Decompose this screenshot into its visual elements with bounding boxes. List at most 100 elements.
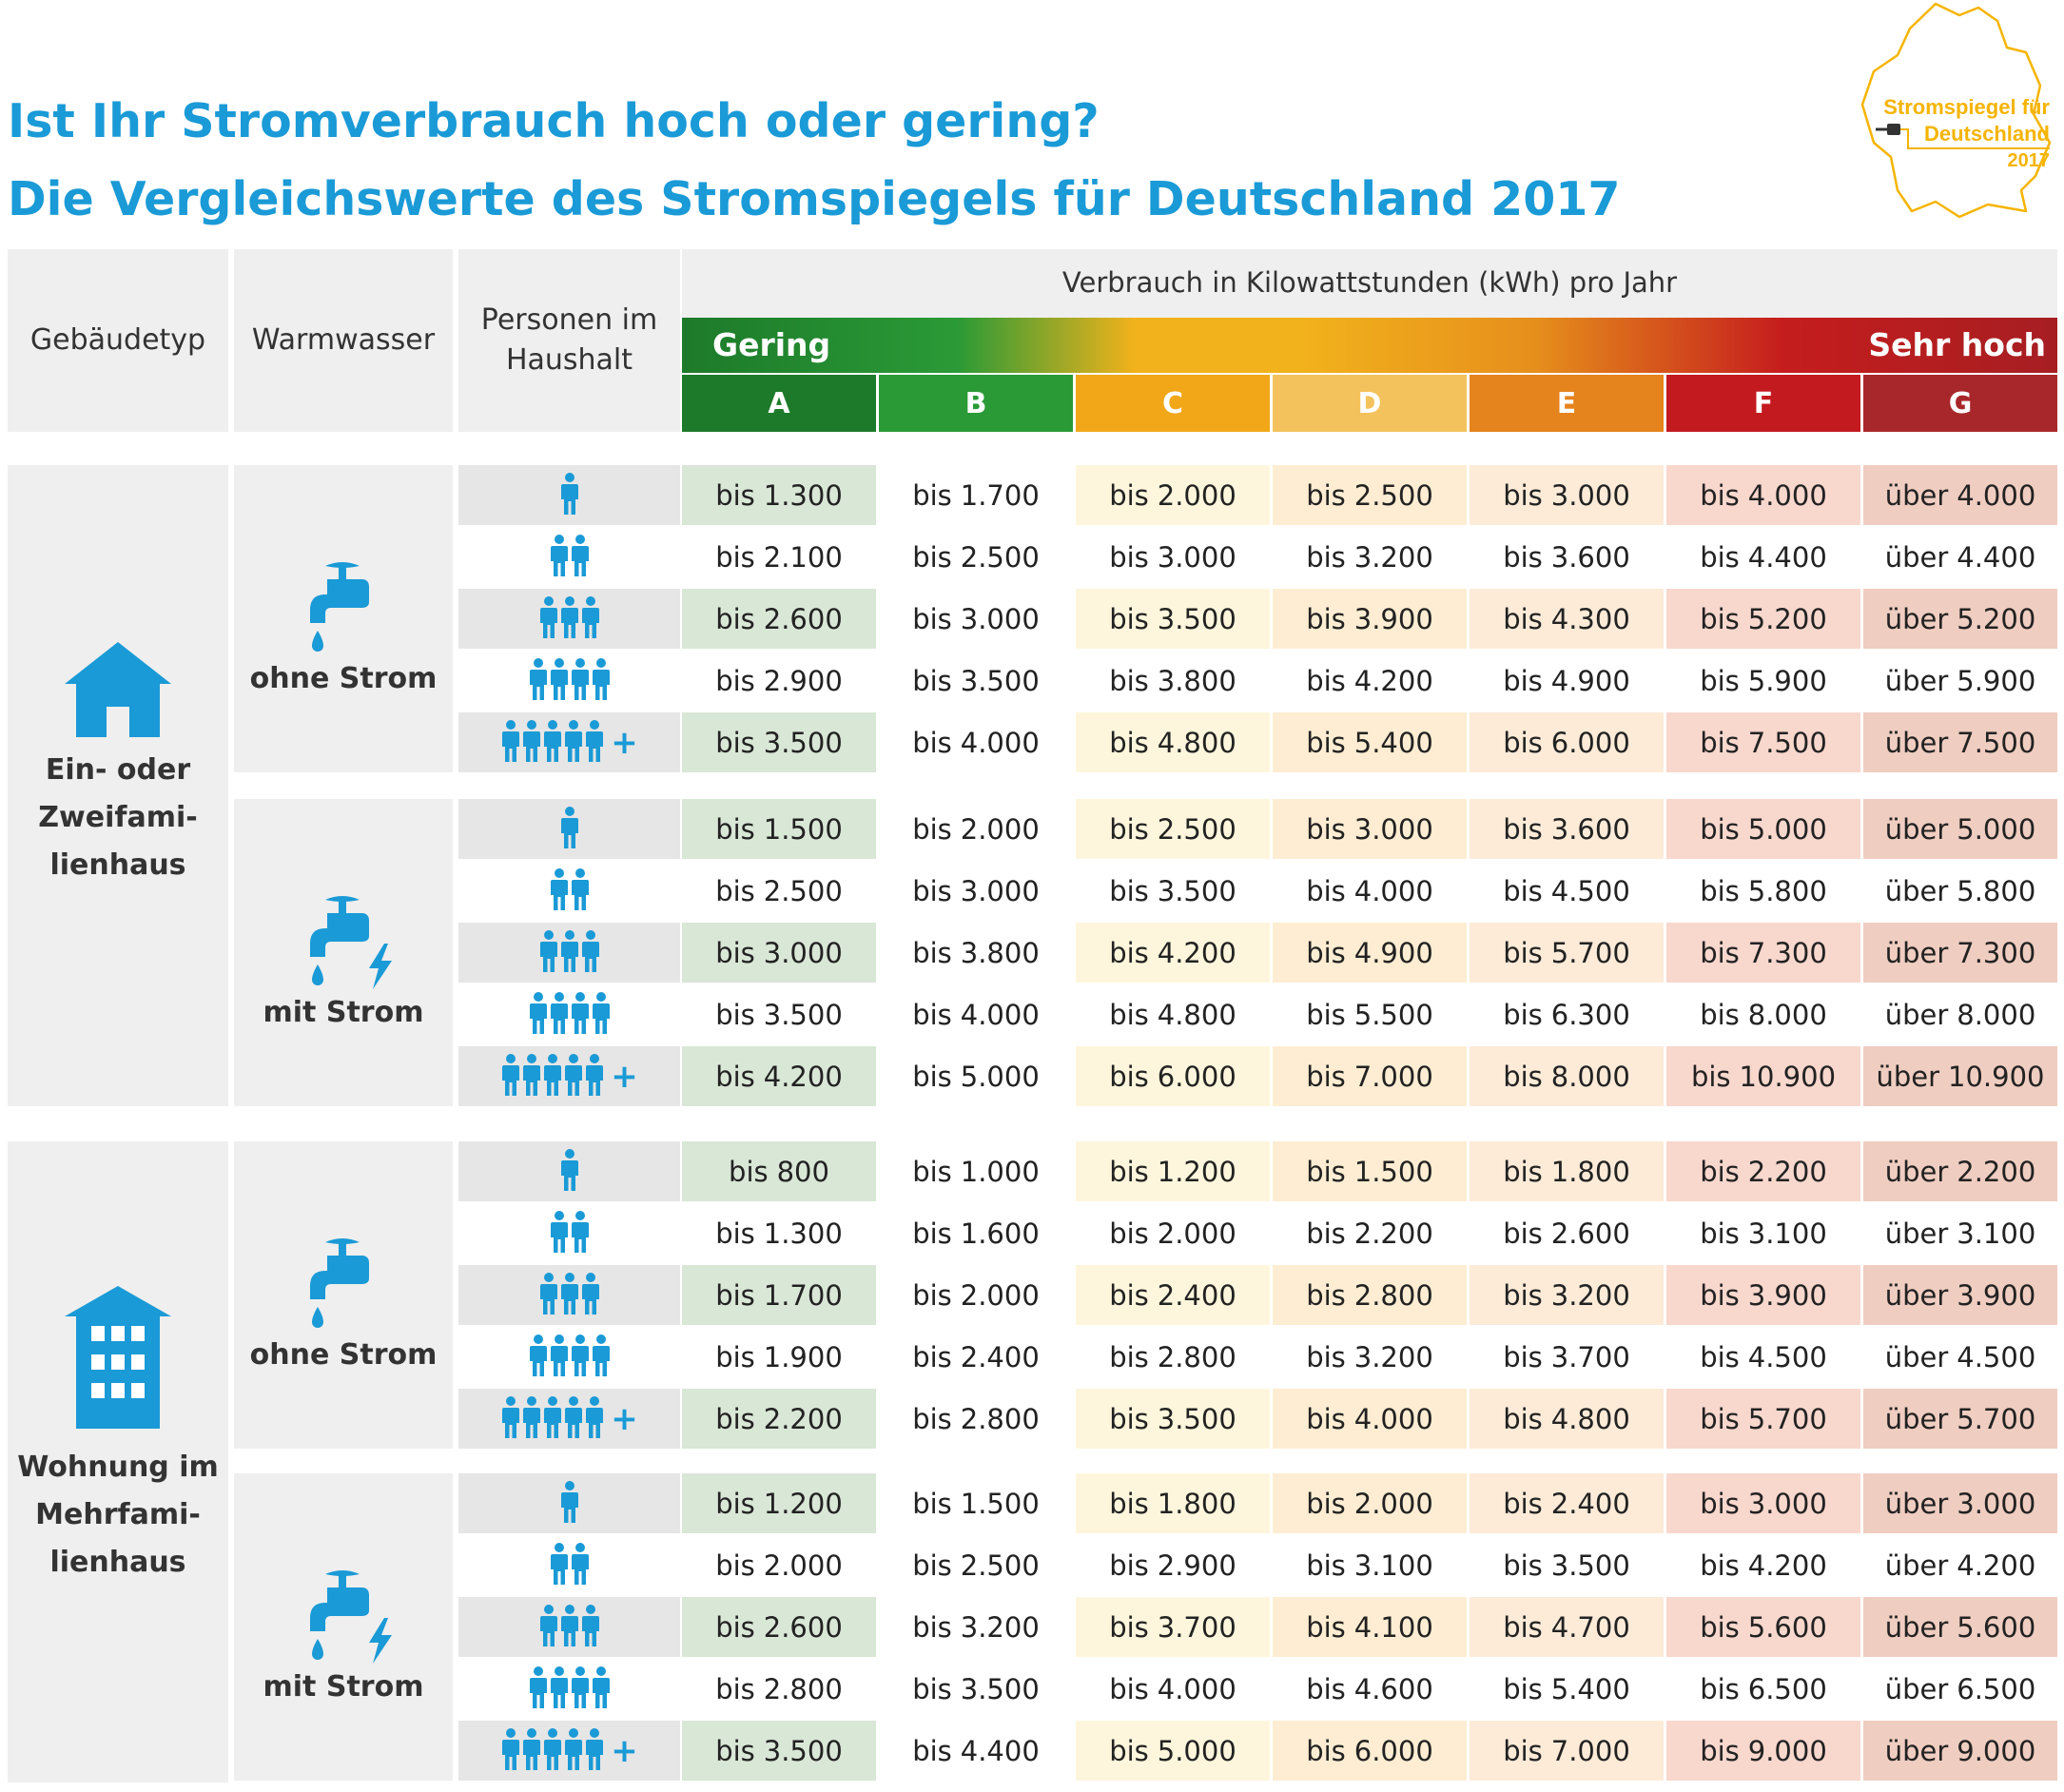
table-row: + bis 2.200 bis 2.800 bis 3.500 bis 4.000 bis 4.80… — [458, 1389, 2057, 1449]
value-cell-d: bis 3.900 — [1273, 589, 1467, 649]
table-row: bis 2.900 bis 3.500 bis 3.800 bis 4.200 bis 4.900… — [458, 651, 2057, 711]
person-icon — [523, 719, 541, 762]
value-cell-d: bis 3.100 — [1273, 1535, 1467, 1595]
person-icon — [550, 1665, 568, 1708]
value-cell-a: bis 2.500 — [682, 861, 876, 921]
plus-sign: + — [611, 723, 638, 762]
table-row: bis 3.500 bis 4.000 bis 4.800 bis 5.500 bis 6.300… — [458, 984, 2057, 1044]
page-title: Ist Ihr Stromverbrauch hoch oder gering? — [8, 94, 1100, 148]
germany-outline-icon — [1860, 2, 2052, 219]
header-persons-box — [458, 249, 680, 432]
person-icon — [571, 991, 589, 1034]
value-cell-a: bis 2.100 — [682, 527, 876, 587]
value-cell-b: bis 4.000 — [879, 984, 1073, 1044]
value-cell-b: bis 4.400 — [879, 1721, 1073, 1781]
value-cell-g: über 6.500 — [1863, 1659, 2057, 1719]
value-cell-d: bis 2.500 — [1273, 465, 1467, 525]
person-icon — [586, 1727, 604, 1770]
value-cell-f: bis 5.800 — [1666, 861, 1860, 921]
value-cell-f: bis 5.700 — [1666, 1389, 1860, 1449]
value-cell-a: bis 2.200 — [682, 1389, 876, 1449]
value-cell-a: bis 2.800 — [682, 1659, 876, 1719]
hot-water-block — [234, 1141, 453, 1449]
value-cell-a: bis 800 — [682, 1141, 876, 1201]
value-cell-g: über 10.900 — [1863, 1046, 2057, 1106]
value-cell-d: bis 3.200 — [1273, 1327, 1467, 1387]
value-cell-g: über 9.000 — [1863, 1721, 2057, 1781]
person-icon — [523, 1053, 541, 1096]
building-type-label: Ein- oder Zweifami-lienhaus — [38, 753, 198, 882]
value-cell-e: bis 2.400 — [1470, 1473, 1664, 1533]
value-cell-e: bis 3.600 — [1470, 799, 1664, 859]
class-header-a: A — [682, 375, 876, 432]
persons-cell — [458, 1327, 680, 1387]
value-cell-e: bis 4.900 — [1470, 651, 1664, 711]
class-header-c: C — [1076, 375, 1270, 432]
value-cell-d: bis 4.900 — [1273, 923, 1467, 983]
person-icon — [560, 806, 578, 848]
value-cell-c: bis 3.000 — [1076, 527, 1270, 587]
person-icon — [550, 534, 568, 576]
person-icon — [586, 1053, 604, 1096]
value-cell-c: bis 3.500 — [1076, 861, 1270, 921]
value-cell-f: bis 5.600 — [1666, 1597, 1860, 1657]
person-icon — [565, 1727, 583, 1770]
hot-water-label: ohne Strom — [249, 662, 438, 695]
value-cell-g: über 7.300 — [1863, 923, 2057, 983]
table-row: bis 3.000 bis 3.800 bis 4.200 bis 4.900 bis 5.700… — [458, 923, 2057, 983]
value-cell-f: bis 3.100 — [1666, 1203, 1860, 1263]
table-row: bis 1.300 bis 1.700 bis 2.000 bis 2.500 bis 3.000… — [458, 465, 2057, 525]
value-cell-d: bis 6.000 — [1273, 1721, 1467, 1781]
value-cell-e: bis 8.000 — [1470, 1046, 1664, 1106]
value-cell-d: bis 7.000 — [1273, 1046, 1467, 1106]
persons-cell — [458, 1535, 680, 1595]
value-cell-f: bis 7.500 — [1666, 712, 1860, 772]
person-icon — [592, 1665, 610, 1708]
person-icon — [544, 719, 562, 762]
value-cell-d: bis 3.200 — [1273, 527, 1467, 587]
value-cell-b: bis 1.500 — [879, 1473, 1073, 1533]
person-icon — [550, 991, 568, 1034]
persons-cell: + — [458, 1046, 680, 1106]
person-icon — [571, 1542, 589, 1585]
value-cell-d: bis 5.500 — [1273, 984, 1467, 1044]
class-header-e: E — [1470, 375, 1664, 432]
value-cell-b: bis 1.600 — [879, 1203, 1073, 1263]
persons-cell — [458, 1141, 680, 1201]
person-icon — [539, 595, 557, 638]
value-cell-f: bis 8.000 — [1666, 984, 1860, 1044]
person-icon — [523, 1727, 541, 1770]
value-cell-c: bis 4.800 — [1076, 712, 1270, 772]
value-cell-d: bis 2.200 — [1273, 1203, 1467, 1263]
table-row: bis 1.700 bis 2.000 bis 2.400 bis 2.800 bis 3.200… — [458, 1265, 2057, 1325]
persons-cell — [458, 465, 680, 525]
hot-water-block — [234, 465, 453, 772]
value-cell-a: bis 2.000 — [682, 1535, 876, 1595]
plug-icon — [1887, 124, 1900, 135]
person-icon — [581, 1604, 599, 1646]
value-cell-b: bis 2.500 — [879, 1535, 1073, 1595]
person-icon — [529, 1665, 547, 1708]
hot-water-label: ohne Strom — [249, 1338, 438, 1372]
persons-cell — [458, 651, 680, 711]
apartment-building-icon — [65, 1286, 171, 1432]
persons-cell: + — [458, 1721, 680, 1781]
value-cell-b: bis 2.800 — [879, 1389, 1073, 1449]
value-cell-g: über 5.200 — [1863, 589, 2057, 649]
value-cell-f: bis 4.000 — [1666, 465, 1860, 525]
table-row: bis 2.500 bis 3.000 bis 3.500 bis 4.000 bis 4.500… — [458, 861, 2057, 921]
person-icon — [550, 1334, 568, 1376]
value-cell-b: bis 5.000 — [879, 1046, 1073, 1106]
value-cell-c: bis 1.800 — [1076, 1473, 1270, 1533]
value-cell-c: bis 1.200 — [1076, 1141, 1270, 1201]
header-building-box — [8, 249, 228, 432]
person-icon — [571, 867, 589, 910]
header-persons: Personen im Haushalt — [480, 303, 658, 377]
value-cell-g: über 3.900 — [1863, 1265, 2057, 1325]
persons-cell — [458, 527, 680, 587]
header-building-type: Gebäudetyp — [29, 323, 206, 357]
class-header-g: G — [1863, 375, 2057, 432]
value-cell-b: bis 2.000 — [879, 1265, 1073, 1325]
water-tap-icon — [297, 1237, 401, 1345]
value-cell-b: bis 3.500 — [879, 651, 1073, 711]
